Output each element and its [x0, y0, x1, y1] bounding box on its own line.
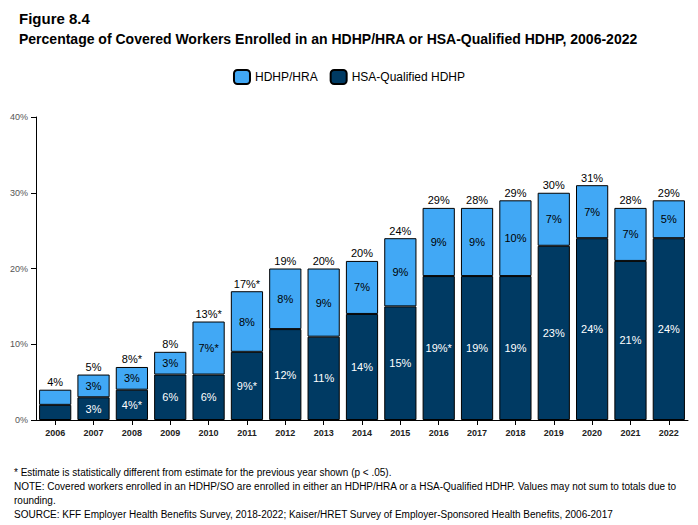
- svg-text:7%: 7%: [584, 206, 600, 218]
- svg-text:2016: 2016: [429, 428, 449, 438]
- svg-text:Percentage of Covered Workers: Percentage of Covered Workers Enrolled i…: [19, 31, 637, 47]
- svg-text:2006: 2006: [45, 428, 65, 438]
- svg-text:9%: 9%: [469, 236, 485, 248]
- svg-text:11%: 11%: [313, 372, 334, 384]
- svg-text:3%: 3%: [86, 380, 102, 392]
- svg-text:8%: 8%: [239, 316, 255, 328]
- svg-text:21%: 21%: [619, 334, 641, 346]
- html-text:SOURCE: KFF Employer Health Be: SOURCE: KFF Employer Health Benefits Sur…: [14, 509, 613, 520]
- svg-text:2015: 2015: [390, 428, 410, 438]
- svg-text:31%: 31%: [581, 172, 603, 184]
- svg-text:3%: 3%: [162, 357, 178, 369]
- svg-text:4%*: 4%*: [122, 399, 143, 411]
- svg-text:2009: 2009: [160, 428, 180, 438]
- svg-text:9%: 9%: [316, 297, 332, 309]
- svg-text:9%: 9%: [431, 236, 447, 248]
- svg-text:24%: 24%: [658, 323, 680, 335]
- svg-text:2014: 2014: [352, 428, 372, 438]
- svg-text:14%: 14%: [351, 361, 373, 373]
- svg-text:20%: 20%: [313, 255, 335, 267]
- svg-text:15%: 15%: [389, 357, 411, 369]
- svg-text:28%: 28%: [619, 194, 641, 206]
- svg-text:2013: 2013: [314, 428, 334, 438]
- svg-text:40%: 40%: [10, 112, 28, 122]
- svg-text:19%: 19%: [504, 342, 526, 354]
- svg-text:13%*: 13%*: [195, 308, 222, 320]
- svg-text:2017: 2017: [467, 428, 487, 438]
- svg-text:9%*: 9%*: [237, 380, 258, 392]
- svg-text:2012: 2012: [275, 428, 295, 438]
- svg-text:29%: 29%: [658, 187, 680, 199]
- svg-text:19%*: 19%*: [426, 342, 453, 354]
- svg-text:20%: 20%: [351, 247, 373, 259]
- svg-text:23%: 23%: [543, 327, 565, 339]
- svg-text:Figure 8.4: Figure 8.4: [19, 10, 91, 27]
- svg-text:24%: 24%: [581, 323, 603, 335]
- svg-text:29%: 29%: [428, 194, 450, 206]
- svg-text:2019: 2019: [544, 428, 564, 438]
- svg-text:7%: 7%: [354, 281, 370, 293]
- svg-text:8%: 8%: [277, 293, 293, 305]
- svg-text:0%: 0%: [15, 415, 28, 425]
- svg-text:2022: 2022: [659, 428, 679, 438]
- svg-text:9%: 9%: [392, 266, 408, 278]
- svg-text:24%: 24%: [389, 225, 411, 237]
- html-text:NOTE: Covered workers enrolled: NOTE: Covered workers enrolled in an HDH…: [14, 481, 677, 506]
- svg-text:2007: 2007: [84, 428, 104, 438]
- svg-text:17%*: 17%*: [234, 278, 261, 290]
- svg-text:2008: 2008: [122, 428, 142, 438]
- svg-text:20%: 20%: [10, 264, 28, 274]
- svg-text:7%: 7%: [623, 228, 639, 240]
- svg-text:7%: 7%: [546, 213, 562, 225]
- svg-text:2011: 2011: [237, 428, 257, 438]
- svg-text:19%: 19%: [274, 255, 296, 267]
- svg-text:2018: 2018: [505, 428, 525, 438]
- svg-text:10%: 10%: [10, 339, 28, 349]
- svg-text:10%: 10%: [504, 232, 526, 244]
- svg-text:2020: 2020: [582, 428, 602, 438]
- svg-text:6%: 6%: [201, 391, 217, 403]
- svg-text:30%: 30%: [543, 179, 565, 191]
- svg-text:30%: 30%: [10, 188, 28, 198]
- svg-text:2021: 2021: [620, 428, 640, 438]
- svg-text:6%: 6%: [162, 391, 178, 403]
- svg-text:2010: 2010: [199, 428, 219, 438]
- svg-text:8%: 8%: [162, 338, 178, 350]
- svg-text:3%: 3%: [124, 372, 140, 384]
- svg-text:8%*: 8%*: [122, 353, 143, 365]
- svg-text:HSA-Qualified HDHP: HSA-Qualified HDHP: [352, 70, 465, 84]
- svg-text:7%*: 7%*: [198, 342, 219, 354]
- svg-text:5%: 5%: [86, 361, 102, 373]
- svg-text:19%: 19%: [466, 342, 488, 354]
- svg-text:5%: 5%: [661, 213, 677, 225]
- svg-text:4%: 4%: [47, 376, 63, 388]
- html-text:* Estimate is statistically di: * Estimate is statistically different fr…: [14, 467, 392, 478]
- svg-text:12%: 12%: [274, 369, 296, 381]
- svg-text:28%: 28%: [466, 194, 488, 206]
- svg-text:3%: 3%: [86, 403, 102, 415]
- svg-text:29%: 29%: [504, 187, 526, 199]
- svg-text:HDHP/HRA: HDHP/HRA: [255, 70, 318, 84]
